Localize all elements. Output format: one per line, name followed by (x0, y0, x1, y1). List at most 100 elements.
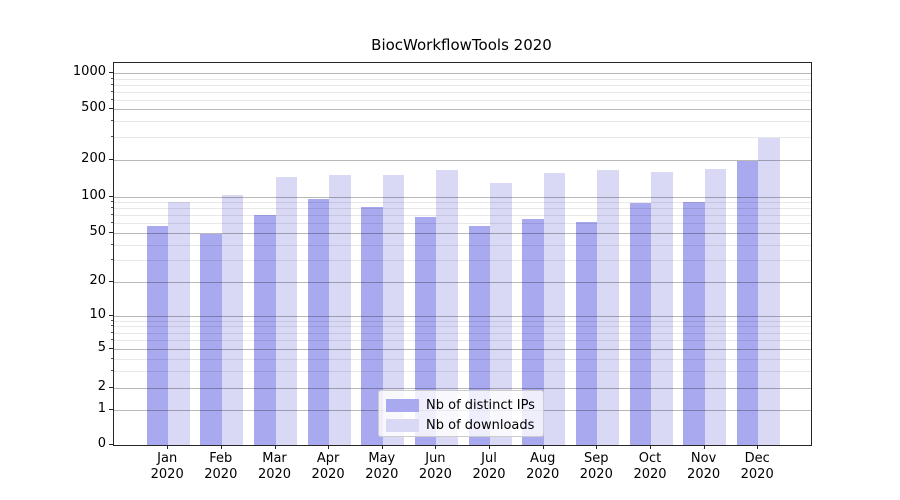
x-tick-mark (703, 445, 705, 449)
gridline-minor (114, 78, 811, 80)
x-tick-year: 2020 (204, 467, 238, 482)
y-minor-tick-mark (111, 90, 113, 92)
x-tick-mark (489, 445, 490, 449)
bar-nb-of-downloads (221, 194, 244, 445)
x-tick-mark (328, 445, 330, 449)
y-tick-mark (109, 195, 113, 197)
legend: Nb of distinct IPs Nb of downloads (378, 390, 544, 437)
bar-nb-of-distinct-ips (575, 221, 598, 445)
bar-nb-of-downloads (758, 138, 780, 445)
bar-nb-of-distinct-ips (254, 215, 276, 445)
legend-item: Nb of downloads (379, 415, 543, 435)
y-minor-tick-mark (111, 98, 113, 100)
x-tick-mark (274, 445, 276, 449)
y-tick-label: 2 (97, 378, 106, 394)
x-tick-mark (596, 445, 598, 449)
y-minor-tick-mark (111, 243, 113, 245)
x-tick-label: Mar 2020 (248, 451, 302, 483)
x-tick-month: Oct (638, 451, 662, 466)
legend-swatch-nb-of-downloads (386, 418, 419, 432)
y-minor-tick-mark (111, 325, 113, 327)
bar-nb-of-distinct-ips (414, 216, 437, 445)
legend-label: Nb of distinct IPs (426, 397, 535, 413)
x-tick-label: Jun 2020 (408, 451, 462, 483)
y-minor-tick-mark (111, 207, 113, 209)
gridline-minor (114, 91, 811, 93)
gridline-minor (114, 121, 811, 123)
x-tick-mark (381, 445, 383, 449)
y-tick-mark (109, 72, 113, 73)
bar-nb-of-downloads (329, 174, 351, 445)
x-tick-month: Jul (481, 451, 497, 466)
y-minor-tick-mark (111, 77, 113, 79)
x-tick-label: Aug 2020 (516, 451, 570, 483)
x-tick-label: Oct 2020 (623, 451, 677, 483)
legend-item: Nb of distinct IPs (379, 395, 543, 415)
y-tick-label: 20 (89, 272, 106, 288)
x-tick-label: Feb 2020 (194, 451, 248, 483)
y-tick-label: 100 (81, 187, 106, 203)
bar-nb-of-downloads (543, 173, 566, 445)
y-tick-mark (109, 159, 113, 160)
bar-nb-of-distinct-ips (307, 198, 330, 445)
y-tick-mark (109, 314, 113, 316)
bar-nb-of-downloads (651, 172, 673, 445)
x-tick-month: Sep (584, 451, 609, 466)
bar-nb-of-distinct-ips (146, 226, 169, 445)
x-tick-year: 2020 (472, 467, 506, 482)
x-tick-year: 2020 (311, 467, 345, 482)
x-tick-month: Mar (262, 451, 287, 466)
y-minor-tick-mark (111, 136, 113, 138)
bar-nb-of-downloads (597, 170, 619, 445)
x-tick-label: Nov 2020 (677, 451, 731, 483)
chart-title: BiocWorkflowTools 2020 (371, 36, 552, 54)
x-tick-month: Nov (690, 451, 717, 466)
y-minor-tick-mark (111, 339, 113, 341)
x-tick-year: 2020 (687, 467, 721, 482)
gridline-major (114, 160, 811, 161)
x-tick-label: Sep 2020 (569, 451, 623, 483)
y-tick-mark (109, 386, 113, 388)
x-tick-year: 2020 (257, 467, 292, 482)
x-tick-mark (435, 445, 437, 449)
y-minor-tick-mark (111, 222, 113, 224)
x-tick-mark (167, 445, 169, 449)
x-tick-month: Jan (157, 451, 178, 466)
x-tick-month: Apr (316, 451, 340, 466)
y-tick-mark (109, 280, 113, 282)
y-minor-tick-mark (111, 201, 113, 202)
y-tick-label: 0 (97, 436, 106, 451)
y-minor-tick-mark (111, 214, 113, 216)
x-tick-year: 2020 (526, 467, 560, 482)
bar-nb-of-downloads (704, 168, 727, 445)
bar-nb-of-distinct-ips (629, 203, 651, 445)
x-tick-mark (220, 445, 222, 449)
bar-nb-of-distinct-ips (683, 201, 705, 445)
y-minor-tick-mark (111, 369, 113, 371)
x-tick-label: Dec 2020 (730, 451, 784, 483)
bar-nb-of-distinct-ips (522, 219, 544, 445)
y-tick-mark (109, 408, 113, 410)
legend-label: Nb of downloads (426, 417, 535, 433)
bar-nb-of-downloads (168, 202, 190, 445)
y-minor-tick-mark (111, 259, 113, 260)
x-tick-mark (542, 445, 544, 449)
y-tick-label: 5 (97, 340, 106, 356)
gridline-major (114, 109, 811, 110)
x-tick-year: 2020 (633, 467, 667, 482)
x-tick-label: May 2020 (355, 451, 409, 483)
bar-nb-of-downloads (275, 176, 297, 445)
x-tick-month: Dec (744, 451, 770, 466)
x-tick-label: Apr 2020 (301, 451, 355, 483)
x-tick-year: 2020 (579, 467, 613, 482)
x-tick-year: 2020 (418, 467, 452, 482)
y-tick-mark (109, 232, 113, 233)
bar-nb-of-downloads (490, 182, 512, 445)
x-tick-year: 2020 (150, 467, 184, 482)
y-minor-tick-mark (111, 357, 113, 359)
x-tick-year: 2020 (365, 467, 399, 482)
bar-nb-of-downloads (436, 170, 458, 445)
y-tick-label: 1000 (72, 64, 106, 79)
x-tick-mark (757, 445, 759, 449)
